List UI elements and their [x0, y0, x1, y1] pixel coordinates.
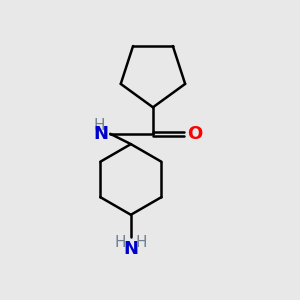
- Text: H: H: [135, 236, 147, 250]
- Text: H: H: [115, 236, 126, 250]
- Text: O: O: [187, 125, 202, 143]
- Text: N: N: [123, 240, 138, 258]
- Text: H: H: [94, 118, 105, 133]
- Text: N: N: [94, 125, 109, 143]
